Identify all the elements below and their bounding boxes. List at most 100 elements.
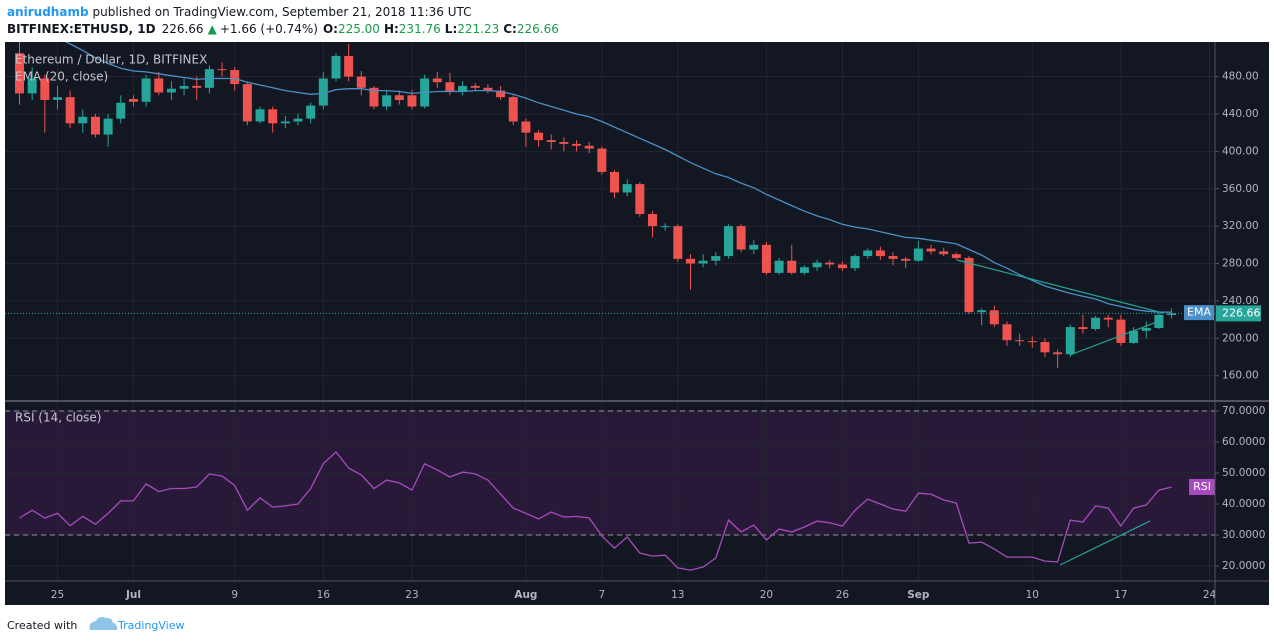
candle-body	[1027, 341, 1037, 343]
candle-body	[989, 310, 999, 325]
candle-body	[445, 82, 455, 92]
candle-body	[559, 142, 569, 144]
footer-created: Created with	[7, 619, 77, 632]
x-tick-label: 20	[760, 589, 773, 601]
candle-body	[1129, 330, 1139, 343]
main-legend: Ethereum / Dollar, 1D, BITFINEX	[15, 53, 207, 67]
candle-body	[15, 53, 24, 94]
ema-label: EMA	[1187, 306, 1211, 319]
footer-brand[interactable]: TradingView	[117, 619, 184, 632]
ohlc-key: O:	[323, 22, 338, 36]
candle-body	[939, 251, 949, 255]
candle-body	[1002, 324, 1012, 341]
candle-body	[698, 260, 708, 264]
candle-body	[179, 85, 189, 89]
ohlc-value: 231.76	[399, 22, 441, 36]
candle-body	[812, 262, 822, 268]
last-price-label: 226.66	[1222, 306, 1261, 319]
price-pane	[5, 42, 1215, 400]
candle-body	[90, 116, 100, 135]
y-tick-label: 40.0000	[1222, 498, 1265, 510]
candle-body	[863, 250, 873, 257]
candle-body	[141, 78, 151, 102]
change: +1.66 (+0.74%)	[220, 22, 318, 36]
candle-body	[1091, 317, 1101, 329]
y-tick-label: 160.00	[1222, 370, 1259, 382]
x-tick-label: Aug	[514, 589, 537, 601]
candle-body	[875, 250, 885, 257]
candle-body	[1053, 352, 1063, 355]
y-tick-label: 200.00	[1222, 332, 1259, 344]
candle-body	[622, 184, 632, 193]
candle-body	[432, 78, 442, 83]
candle-body	[888, 256, 898, 259]
candle-body	[116, 102, 126, 119]
candle-body	[1116, 319, 1126, 343]
candle-body	[584, 145, 594, 149]
candle-body	[534, 132, 544, 141]
x-tick-label: 10	[1026, 589, 1039, 601]
candle-body	[787, 260, 797, 273]
candle-body	[1065, 327, 1075, 355]
candle-body	[660, 226, 670, 228]
symbol: BITFINEX:ETHUSD, 1D	[7, 22, 156, 36]
candle-body	[913, 248, 923, 261]
y-tick-label: 440.00	[1222, 108, 1259, 120]
candle-body	[1167, 313, 1177, 315]
trend-drawing	[1069, 319, 1163, 356]
candle-body	[521, 121, 531, 133]
candle-body	[154, 78, 164, 93]
candle-body	[331, 56, 341, 79]
candle-body	[799, 267, 809, 273]
candle-body	[103, 118, 113, 135]
y-tick-label: 50.0000	[1222, 467, 1265, 479]
candle-body	[394, 95, 404, 100]
candle-body	[496, 90, 506, 98]
candle-body	[407, 95, 417, 107]
candle-body	[458, 85, 468, 92]
author[interactable]: anirudhamb	[7, 5, 89, 19]
rsi-line	[19, 450, 1172, 571]
candle-body	[318, 78, 328, 106]
x-tick-label: 23	[405, 589, 418, 601]
trend-drawing	[1059, 520, 1151, 566]
x-tick-label: 16	[317, 589, 331, 601]
y-tick-label: 480.00	[1222, 71, 1259, 83]
published: published on TradingView.com, September …	[93, 5, 472, 19]
candle-body	[685, 258, 695, 264]
candle-body	[166, 88, 176, 93]
candle-body	[230, 70, 240, 85]
candle-body	[1015, 340, 1025, 342]
y-tick-label: 400.00	[1222, 145, 1259, 157]
candle-body	[1040, 342, 1050, 353]
ema-box	[1184, 305, 1214, 321]
candle-body	[736, 226, 746, 250]
x-tick-label: 9	[231, 589, 238, 601]
candle-body	[977, 310, 987, 313]
candle-body	[217, 69, 227, 71]
candle-body	[1141, 328, 1151, 331]
candle-body	[78, 116, 88, 124]
logo[interactable]	[89, 617, 118, 630]
candle-body	[635, 184, 645, 214]
y-tick-label: 320.00	[1222, 220, 1259, 232]
candle-body	[964, 257, 974, 313]
candle-body	[850, 256, 860, 269]
candle-body	[242, 84, 252, 122]
x-tick-label: 17	[1114, 589, 1127, 601]
x-tick-label: Sep	[907, 589, 930, 601]
rsi-legend: RSI (14, close)	[15, 411, 101, 425]
arrow: ▲	[208, 22, 218, 36]
candle-body	[356, 76, 366, 88]
ohlc-value: 221.23	[457, 22, 499, 36]
y-tick-label: 360.00	[1222, 183, 1259, 195]
candle-body	[901, 258, 911, 261]
candle-body	[508, 97, 518, 122]
last-price-box	[1216, 305, 1261, 322]
candle-body	[546, 140, 556, 143]
candle-body	[369, 87, 379, 107]
candle-body	[128, 99, 138, 102]
candle-body	[483, 87, 493, 91]
